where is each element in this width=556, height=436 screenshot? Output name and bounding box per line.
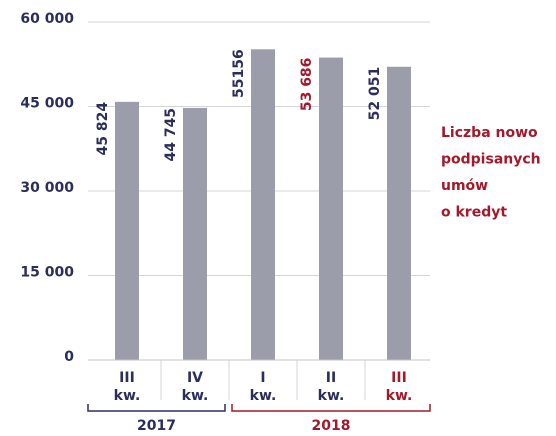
value-label: 45 824 — [95, 102, 111, 156]
bar — [115, 101, 139, 361]
group-bracket — [87, 404, 226, 412]
value-label: 53 686 — [299, 58, 315, 112]
x-tick-label: IV kw. — [182, 370, 209, 404]
y-tick-label: 60 000 — [20, 11, 74, 27]
y-tick-label: 45 000 — [20, 96, 74, 112]
bar — [387, 66, 411, 361]
x-tick-label: III kw. — [386, 370, 413, 404]
annotation: Liczba nowo — [441, 125, 538, 141]
x-tick-label: III kw. — [114, 370, 141, 404]
y-tick-label: 15 000 — [20, 265, 74, 281]
bar — [251, 49, 275, 360]
annotation: umów — [441, 178, 488, 194]
annotation: podpisanych — [441, 152, 541, 168]
value-label: 52 051 — [367, 67, 383, 121]
annotation: o kredyt — [441, 205, 507, 221]
x-tick-label: II kw. — [318, 370, 345, 404]
group-label: 2018 — [312, 418, 351, 434]
bar — [319, 57, 343, 360]
group-bracket — [231, 404, 431, 412]
group-label: 2017 — [137, 418, 176, 434]
y-tick-label: 0 — [64, 349, 74, 365]
value-label: 44 745 — [163, 108, 179, 162]
bar — [183, 107, 207, 361]
y-tick-label: 30 000 — [20, 180, 74, 196]
value-label: 55156 — [231, 49, 247, 98]
